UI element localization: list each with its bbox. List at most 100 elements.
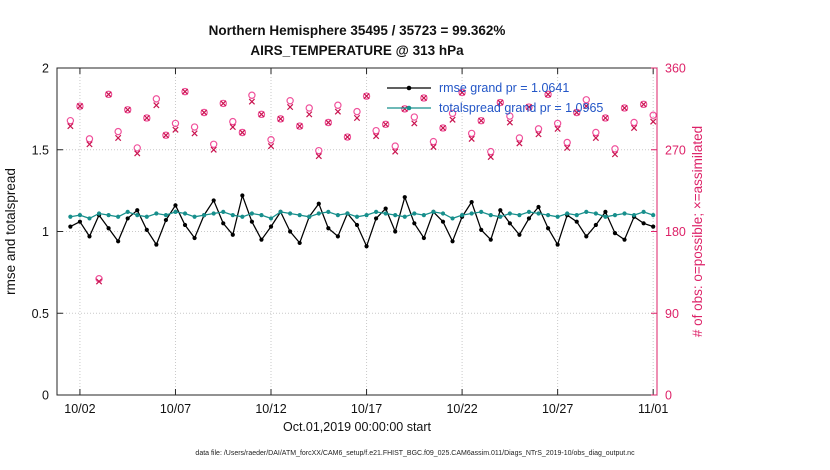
marker-rmse [393,229,398,234]
marker-totalspread [440,211,446,216]
marker-totalspread [182,211,188,216]
marker-rmse [651,224,656,229]
data-file-footer: data file: /Users/raeder/DAI/ATM_forcXX/… [195,450,635,457]
marker-rmse [641,221,646,226]
y-tick-label-right: 90 [665,307,679,321]
marker-totalspread [374,209,379,214]
marker-possible [295,122,304,130]
marker-assimilated [229,123,236,131]
marker-possible [248,91,256,99]
marker-possible [85,135,94,143]
marker-totalspread [507,211,512,216]
marker-assimilated [516,140,523,147]
marker-assimilated [286,103,294,111]
marker-assimilated [382,121,389,128]
marker-possible [448,109,457,118]
marker-possible [534,125,543,133]
marker-totalspread [469,211,474,216]
marker-possible [343,133,352,141]
marker-totalspread [249,211,255,216]
chart-title: Northern Hemisphere 35495 / 35723 = 99.3… [57,21,657,61]
marker-rmse [211,198,216,203]
marker-assimilated [535,131,542,138]
marker-rmse [77,219,83,224]
marker-possible [391,142,399,150]
marker-assimilated [153,102,160,109]
y-tick-label-left: 1.5 [32,143,49,157]
marker-possible [219,99,227,108]
x-tick-label: 10/22 [446,402,477,416]
marker-totalspread [565,211,570,216]
marker-rmse [412,221,417,226]
marker-possible [601,114,610,122]
marker-possible [152,95,161,103]
marker-possible [209,140,218,148]
y-tick-label-right: 360 [665,62,686,76]
marker-assimilated [105,91,112,98]
x-tick-label: 10/02 [64,402,95,416]
marker-assimilated [296,123,303,130]
marker-possible [114,127,122,136]
marker-assimilated [172,126,179,133]
marker-totalspread [631,213,637,218]
marker-rmse [268,224,274,229]
marker-assimilated [392,148,399,155]
marker-totalspread [230,213,235,218]
marker-totalspread [459,213,465,218]
marker-rmse [182,222,188,228]
marker-possible [133,144,141,152]
marker-totalspread [593,211,598,216]
marker-totalspread [192,214,197,219]
marker-possible [553,119,562,128]
marker-rmse [517,232,522,237]
marker-totalspread [584,209,589,214]
marker-totalspread [354,214,360,219]
marker-rmse [335,234,340,239]
marker-totalspread [87,216,92,221]
marker-assimilated [220,100,227,107]
marker-possible [353,107,361,116]
marker-assimilated [640,101,647,108]
marker-possible [620,104,629,112]
marker-assimilated [306,111,313,118]
marker-possible [362,92,371,100]
marker-rmse [555,242,560,247]
marker-totalspread [345,211,350,216]
marker-rmse [154,242,159,247]
marker-possible [429,137,438,146]
marker-rmse [612,231,618,236]
y-tick-label-left: 2 [42,62,49,76]
marker-possible [200,108,208,117]
marker-assimilated [449,116,456,123]
marker-rmse [545,226,551,231]
chart-title-line1: Northern Hemisphere 35495 / 35723 = 99.3… [208,23,506,38]
marker-rmse [450,239,455,244]
marker-possible [229,117,237,126]
marker-rmse [488,237,493,242]
legend-label-totalspread: totalspread grand pr = 1.0965 [439,101,604,115]
marker-assimilated [497,99,504,106]
marker-totalspread [106,213,111,218]
marker-assimilated [430,143,437,151]
marker-possible [334,101,342,109]
marker-rmse [354,222,360,228]
marker-possible [143,114,151,122]
marker-possible [582,96,590,104]
marker-possible [611,145,619,153]
marker-assimilated [621,104,628,112]
marker-totalspread [574,213,579,218]
marker-totalspread [240,214,245,219]
marker-rmse [288,229,293,234]
marker-assimilated [525,103,533,111]
marker-assimilated [162,132,170,139]
marker-possible [76,102,84,110]
y-tick-label-left: 0 [42,389,49,403]
marker-assimilated [468,135,475,142]
marker-assimilated [239,129,246,136]
marker-possible [525,103,533,111]
marker-possible [162,131,170,139]
marker-assimilated [76,103,84,110]
marker-assimilated [411,120,418,127]
y-tick-label-right: 180 [665,225,686,239]
marker-possible [171,119,180,128]
